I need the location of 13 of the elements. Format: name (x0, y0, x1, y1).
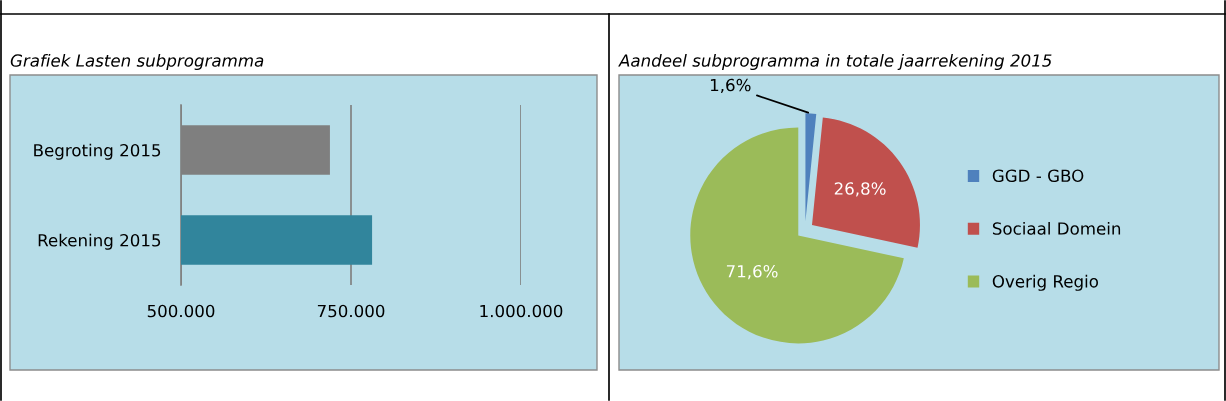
y-tick-label: Rekening 2015 (38, 233, 161, 250)
chart-title: Aandeel subprogramma in totale jaarrekening 2015 (618, 53, 1052, 71)
y-tick-label: Begroting 2015 (34, 143, 161, 160)
chart-title: Grafiek Lasten subprogramma (10, 53, 264, 71)
data-label: 71,6% (726, 264, 778, 280)
x-tick-label: 1.000.000 (480, 304, 563, 318)
legend-label: Sociaal Domein (992, 221, 1121, 235)
x-tick-label: 750.000 (317, 304, 385, 318)
legend-label: GGD - GBO (992, 169, 1084, 183)
data-label: 26,8% (834, 182, 886, 197)
x-tick-label: 500.000 (147, 304, 215, 318)
legend-label: Overig Regio (992, 274, 1099, 291)
data-label: 1,6% (710, 78, 751, 94)
